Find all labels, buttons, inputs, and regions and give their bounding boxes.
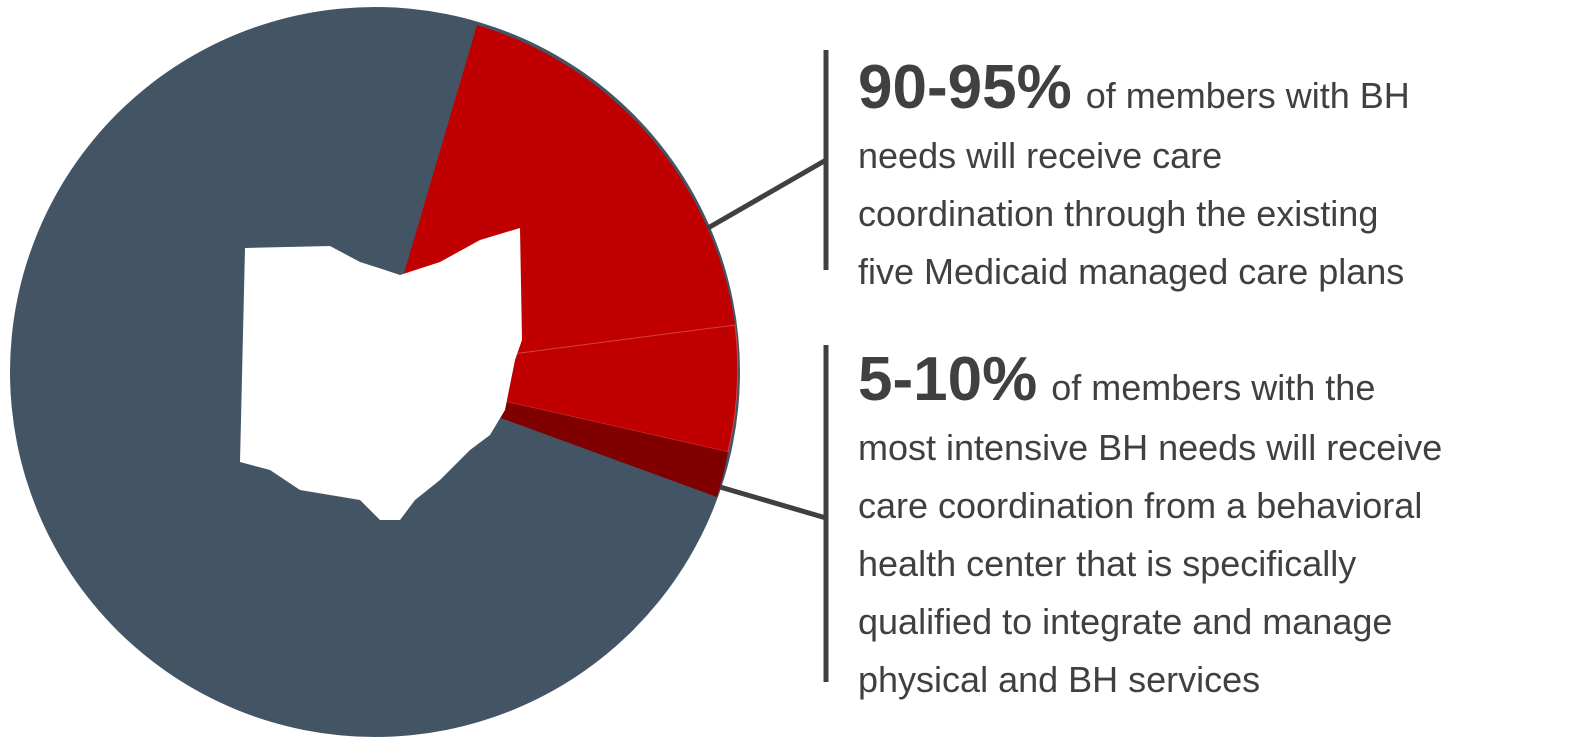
text-line: 90-95% of members with BH <box>858 53 1410 122</box>
highlight: 90-95% <box>858 53 1072 122</box>
pie-slice-small <box>374 324 739 453</box>
text-line: physical and BH services <box>858 659 1260 700</box>
text-blocks: 90-95% of members with BH needs will recei… <box>858 53 1442 700</box>
text-line: health center that is specifically <box>858 543 1356 584</box>
ohio-shape <box>240 228 522 520</box>
line-text: of members with the <box>1051 367 1375 408</box>
highlight: 5-10% <box>858 345 1037 414</box>
text-line: care coordination from a behavioral <box>858 485 1422 526</box>
text-line: most intensive BH needs will receive <box>858 427 1442 468</box>
text-line: coordination through the existing <box>858 193 1378 234</box>
line-text: of members with BH <box>1086 75 1410 116</box>
connector-line <box>719 484 827 521</box>
text-line: needs will receive care <box>858 135 1222 176</box>
connectors <box>706 50 829 682</box>
text-line: five Medicaid managed care plans <box>858 251 1404 292</box>
pie <box>10 7 740 737</box>
text-line: 5-10% of members with the <box>858 345 1375 414</box>
connector-line <box>706 157 828 231</box>
text-line: qualified to integrate and manage <box>858 601 1392 642</box>
